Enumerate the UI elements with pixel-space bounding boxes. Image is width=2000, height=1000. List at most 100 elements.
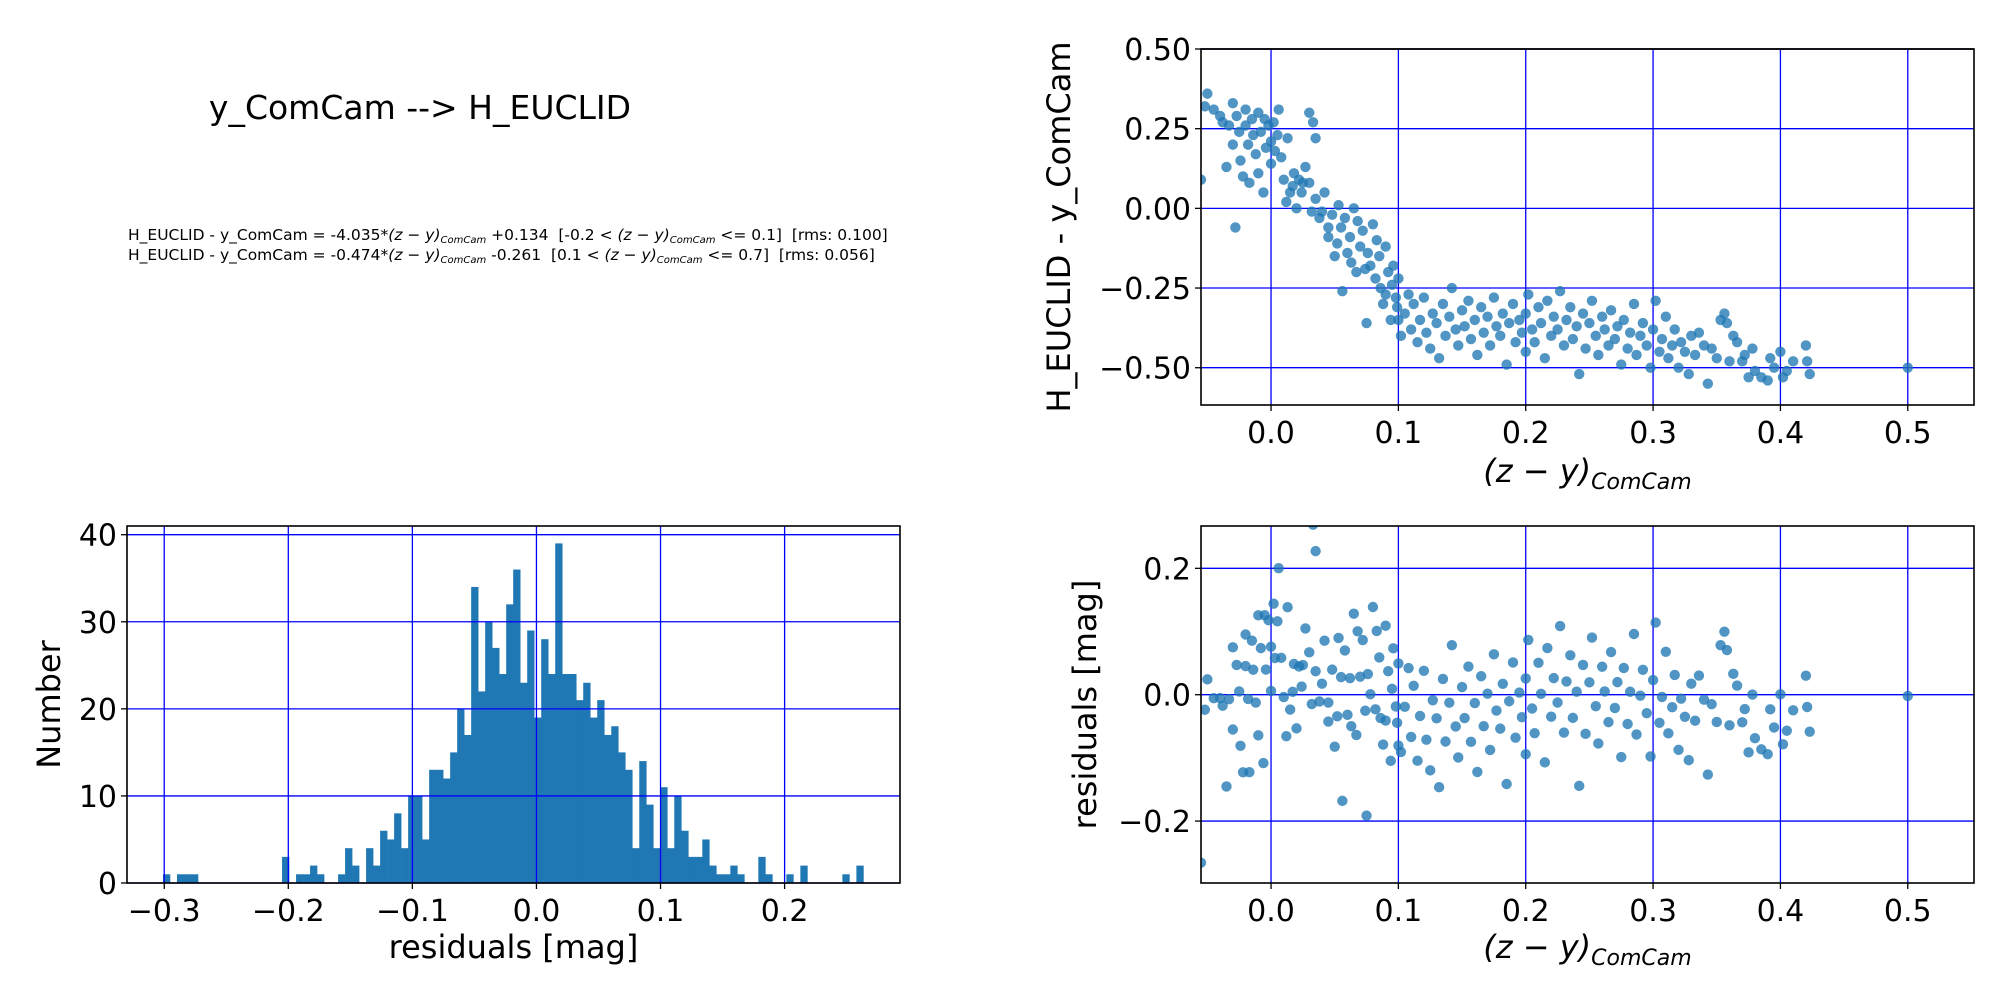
data-point bbox=[1246, 113, 1258, 125]
data-point bbox=[1605, 646, 1617, 658]
data-point bbox=[1223, 120, 1235, 131]
histogram-bar bbox=[352, 865, 360, 883]
data-point bbox=[1548, 311, 1559, 322]
x-tick-label: −0.2 bbox=[252, 894, 325, 929]
data-point bbox=[1567, 712, 1579, 724]
data-point bbox=[1590, 700, 1601, 712]
data-point bbox=[1495, 723, 1506, 734]
data-point bbox=[1768, 722, 1780, 733]
data-point bbox=[1346, 257, 1357, 268]
data-point bbox=[1300, 623, 1311, 634]
data-point bbox=[1762, 375, 1773, 386]
data-point bbox=[1801, 701, 1813, 713]
data-point bbox=[1645, 751, 1656, 762]
data-point bbox=[1278, 691, 1289, 703]
histogram-bar bbox=[520, 682, 528, 883]
formula-segment: +0.134 [-0.2 < bbox=[486, 226, 618, 244]
data-point bbox=[1616, 751, 1627, 763]
data-point bbox=[1596, 311, 1608, 322]
data-point bbox=[1351, 266, 1362, 278]
x-tick-label: 0.2 bbox=[761, 894, 809, 929]
data-point bbox=[1446, 640, 1458, 651]
data-point bbox=[1787, 705, 1799, 716]
histogram-bar bbox=[716, 874, 724, 883]
data-point bbox=[1635, 330, 1646, 342]
x-tick-label: −0.1 bbox=[376, 894, 449, 929]
histogram-bar bbox=[786, 874, 794, 883]
data-point bbox=[1393, 314, 1404, 326]
data-point bbox=[1276, 652, 1287, 664]
data-point bbox=[1546, 330, 1557, 342]
residual-scatter-chart: 0.0 0.1 0.2 0.3 0.4 0.5−0.20.00.2(z − y)ComCa… bbox=[1066, 525, 1975, 971]
data-point bbox=[1552, 324, 1563, 335]
data-point bbox=[1433, 352, 1445, 364]
data-point bbox=[1306, 206, 1317, 217]
data-point bbox=[1418, 292, 1430, 303]
data-point bbox=[1244, 177, 1255, 189]
histogram-bar bbox=[401, 848, 409, 883]
data-point bbox=[1357, 225, 1368, 236]
points bbox=[1201, 88, 1913, 389]
data-point bbox=[1310, 193, 1321, 204]
data-point bbox=[1580, 728, 1591, 740]
histogram-bar bbox=[611, 726, 619, 883]
x-axis-label-subscript: ComCam bbox=[1591, 946, 1692, 971]
data-point bbox=[1510, 732, 1521, 743]
data-point bbox=[1230, 222, 1241, 233]
data-point bbox=[1380, 289, 1391, 300]
histogram-bar bbox=[590, 717, 598, 883]
data-point bbox=[1431, 317, 1442, 329]
data-point bbox=[1377, 739, 1389, 750]
data-point bbox=[1599, 324, 1610, 335]
data-point bbox=[1425, 765, 1436, 776]
data-point bbox=[1221, 781, 1232, 792]
data-point bbox=[1335, 222, 1347, 233]
histogram-bar bbox=[506, 604, 514, 883]
histogram-bar bbox=[183, 874, 192, 883]
data-point bbox=[1501, 359, 1512, 370]
data-point bbox=[1217, 700, 1228, 711]
y-tick-label: 0.2 bbox=[1143, 552, 1191, 587]
data-point bbox=[1244, 766, 1255, 778]
formula-segment: ComCam bbox=[440, 235, 487, 246]
data-point bbox=[1344, 672, 1356, 684]
data-point bbox=[1425, 343, 1436, 354]
data-point bbox=[1647, 674, 1659, 686]
histogram-bar bbox=[310, 865, 318, 883]
data-point bbox=[1472, 349, 1483, 361]
histogram-bar bbox=[653, 848, 661, 883]
data-point bbox=[1284, 704, 1296, 715]
data-point bbox=[1346, 720, 1357, 732]
histogram-bar bbox=[176, 874, 185, 883]
data-point bbox=[1332, 238, 1343, 249]
data-point bbox=[1586, 295, 1598, 306]
data-point bbox=[1469, 697, 1480, 709]
data-point bbox=[1495, 330, 1506, 342]
data-point bbox=[1408, 298, 1419, 310]
data-point bbox=[1362, 247, 1374, 259]
data-point bbox=[1408, 680, 1419, 692]
data-point bbox=[1391, 301, 1403, 313]
data-point bbox=[1354, 241, 1366, 252]
data-point bbox=[1605, 305, 1617, 316]
data-point bbox=[1775, 346, 1786, 357]
data-point bbox=[1603, 716, 1614, 728]
data-point bbox=[1221, 161, 1232, 173]
data-point bbox=[1463, 661, 1474, 672]
data-point bbox=[1514, 687, 1525, 698]
data-point bbox=[1342, 247, 1353, 259]
x-axis-label: (z − y)ComCam bbox=[1483, 928, 1691, 971]
data-point bbox=[1497, 678, 1509, 689]
data-point bbox=[1227, 139, 1239, 150]
data-point bbox=[1593, 738, 1604, 749]
data-point bbox=[1747, 343, 1758, 354]
formula-segment: ComCam bbox=[656, 255, 703, 266]
histogram-bar bbox=[436, 769, 444, 883]
data-point bbox=[1453, 340, 1464, 351]
data-point bbox=[1231, 659, 1242, 671]
data-point bbox=[1371, 625, 1382, 637]
histogram-bar bbox=[709, 865, 717, 883]
x-axis-label: (z − y)ComCam bbox=[1483, 452, 1691, 495]
data-point bbox=[1242, 139, 1254, 150]
data-point bbox=[1654, 346, 1665, 357]
